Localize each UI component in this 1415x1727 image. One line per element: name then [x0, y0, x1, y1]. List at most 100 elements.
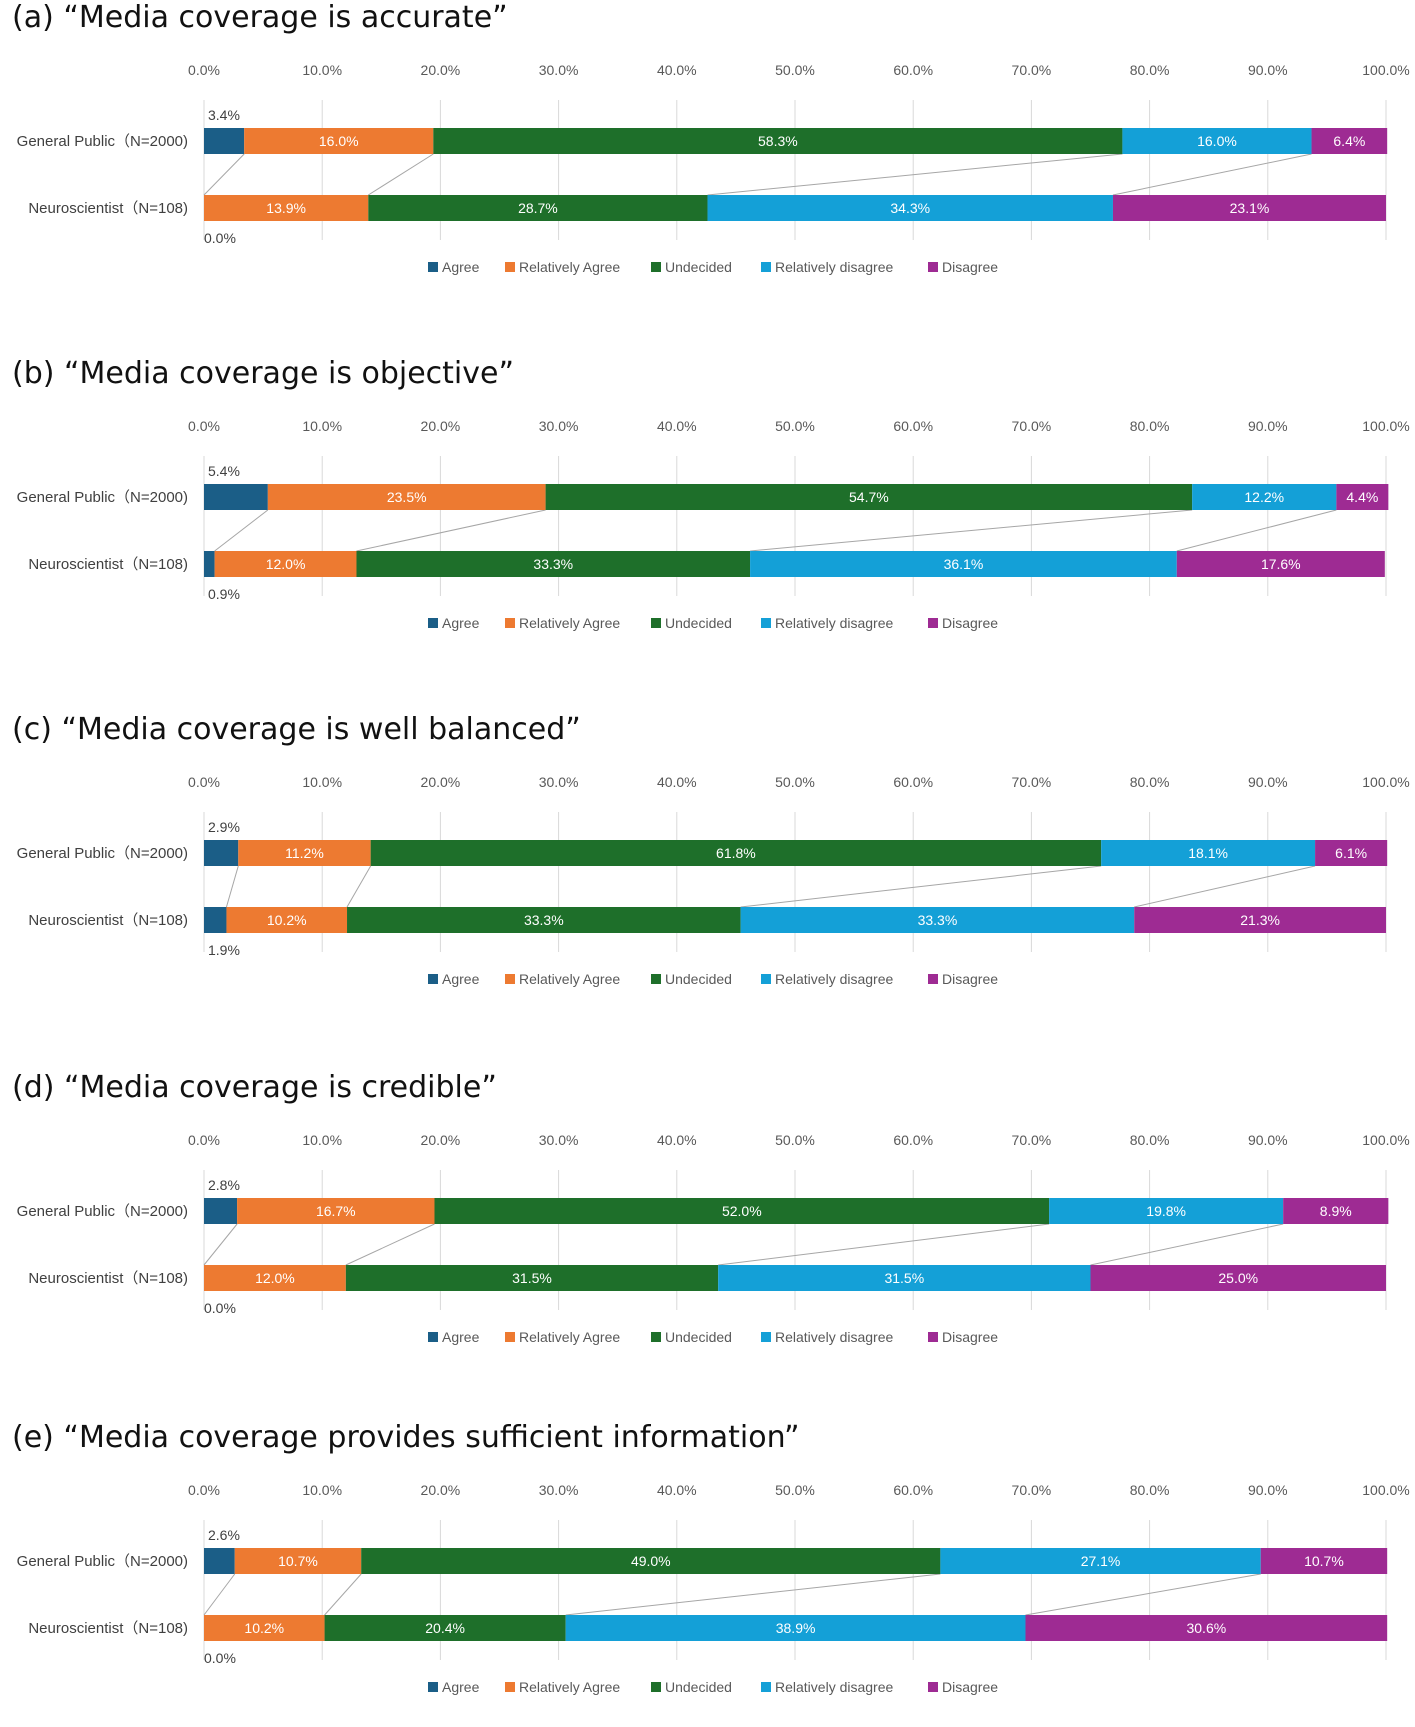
- x-tick-label: 20.0%: [421, 1132, 461, 1148]
- bar-segment: [267, 484, 546, 510]
- legend-swatch: [428, 974, 438, 984]
- x-tick-label: 20.0%: [421, 418, 461, 434]
- bar-segment: [204, 1548, 235, 1574]
- x-tick-label: 80.0%: [1130, 1482, 1170, 1498]
- legend-swatch: [761, 262, 771, 272]
- x-tick-label: 50.0%: [775, 418, 815, 434]
- x-tick-label: 70.0%: [1012, 1482, 1052, 1498]
- data-label: 61.8%: [716, 845, 756, 861]
- bar-segment: [204, 840, 239, 866]
- series-connector-line: [1134, 865, 1316, 908]
- data-label: 34.3%: [890, 200, 930, 216]
- bar-segment: [204, 1615, 325, 1641]
- legend-label: Disagree: [942, 259, 998, 275]
- legend-label: Agree: [442, 971, 480, 987]
- x-tick-label: 60.0%: [893, 1482, 933, 1498]
- x-tick-label: 50.0%: [775, 62, 815, 78]
- bar-segment: [1336, 484, 1389, 510]
- bar-segment: [1176, 551, 1385, 577]
- data-label: 38.9%: [776, 1620, 816, 1636]
- series-connector-line: [750, 509, 1193, 552]
- bar-segment: [707, 195, 1113, 221]
- data-label: 6.1%: [1335, 845, 1367, 861]
- legend-label: Relatively disagree: [775, 259, 893, 275]
- bar-segment: [1315, 840, 1388, 866]
- data-label: 12.0%: [266, 556, 306, 572]
- legend-label: Undecided: [665, 971, 732, 987]
- x-tick-label: 70.0%: [1012, 1132, 1052, 1148]
- x-tick-label: 0.0%: [188, 1482, 220, 1498]
- data-label: 19.8%: [1146, 1203, 1186, 1219]
- legend-label: Agree: [442, 615, 480, 631]
- data-label: 25.0%: [1218, 1270, 1258, 1286]
- stacked-bar-chart: 0.0% 10.0% 20.0% 30.0% 40.0% 50.0% 60.0% 70.0% 8…: [17, 418, 1410, 631]
- data-label: 33.3%: [533, 556, 573, 572]
- bar-segment: [345, 1265, 719, 1291]
- bar-segment: [1049, 1198, 1284, 1224]
- legend-swatch: [428, 618, 438, 628]
- legend-swatch: [428, 1332, 438, 1342]
- bar-segment: [1134, 907, 1386, 933]
- legend-swatch: [928, 974, 938, 984]
- x-tick-label: 70.0%: [1012, 62, 1052, 78]
- x-tick-label: 40.0%: [657, 62, 697, 78]
- series-connector-line: [707, 153, 1123, 196]
- data-label: 16.7%: [316, 1203, 356, 1219]
- series-connector-line: [718, 1223, 1050, 1266]
- bar-segment: [740, 907, 1135, 933]
- bar-segment: [1112, 195, 1386, 221]
- x-tick-label: 50.0%: [775, 1482, 815, 1498]
- x-tick-label: 30.0%: [539, 1482, 579, 1498]
- series-connector-line: [565, 1573, 941, 1616]
- bar-segment: [361, 1548, 941, 1574]
- legend-label: Disagree: [942, 1329, 998, 1345]
- data-label: 2.6%: [208, 1527, 240, 1543]
- category-label: General Public（N=2000): [17, 845, 188, 862]
- series-connector-line: [740, 865, 1102, 908]
- data-label: 0.0%: [204, 1300, 236, 1316]
- series-connector-line: [1112, 153, 1312, 196]
- data-label: 5.4%: [208, 463, 240, 479]
- bar-segment: [368, 195, 708, 221]
- series-connector-line: [203, 1573, 236, 1616]
- bar-segment: [204, 484, 268, 510]
- legend-swatch: [428, 1682, 438, 1692]
- bar-segment: [1122, 128, 1312, 154]
- data-label: 21.3%: [1240, 912, 1280, 928]
- x-tick-label: 0.0%: [188, 774, 220, 790]
- category-label: Neuroscientist（N=108): [28, 1620, 188, 1637]
- legend-swatch: [505, 974, 515, 984]
- x-tick-label: 80.0%: [1130, 62, 1170, 78]
- x-tick-label: 20.0%: [421, 62, 461, 78]
- legend-swatch: [651, 262, 661, 272]
- x-tick-label: 90.0%: [1248, 1482, 1288, 1498]
- bar-segment: [1283, 1198, 1389, 1224]
- data-label: 31.5%: [512, 1270, 552, 1286]
- legend-label: Agree: [442, 1329, 480, 1345]
- x-tick-label: 70.0%: [1012, 774, 1052, 790]
- data-label: 18.1%: [1188, 845, 1228, 861]
- legend-swatch: [928, 618, 938, 628]
- data-label: 30.6%: [1186, 1620, 1226, 1636]
- data-label: 6.4%: [1333, 133, 1365, 149]
- x-tick-label: 0.0%: [188, 62, 220, 78]
- bar-segment: [1025, 1615, 1388, 1641]
- legend-swatch: [651, 974, 661, 984]
- bar-segment: [433, 128, 1123, 154]
- bar-segment: [204, 195, 369, 221]
- data-label: 49.0%: [631, 1553, 671, 1569]
- legend-label: Agree: [442, 259, 480, 275]
- legend-swatch: [505, 1682, 515, 1692]
- legend-swatch: [651, 618, 661, 628]
- data-label: 12.2%: [1244, 489, 1284, 505]
- x-tick-label: 100.0%: [1362, 774, 1409, 790]
- data-label: 0.0%: [204, 1650, 236, 1666]
- bar-segment: [565, 1615, 1026, 1641]
- data-label: 33.3%: [524, 912, 564, 928]
- series-connector-line: [324, 1573, 362, 1616]
- bar-segment: [1090, 1265, 1386, 1291]
- x-tick-label: 90.0%: [1248, 418, 1288, 434]
- x-tick-label: 40.0%: [657, 774, 697, 790]
- bar-segment: [370, 840, 1102, 866]
- data-label: 10.2%: [244, 1620, 284, 1636]
